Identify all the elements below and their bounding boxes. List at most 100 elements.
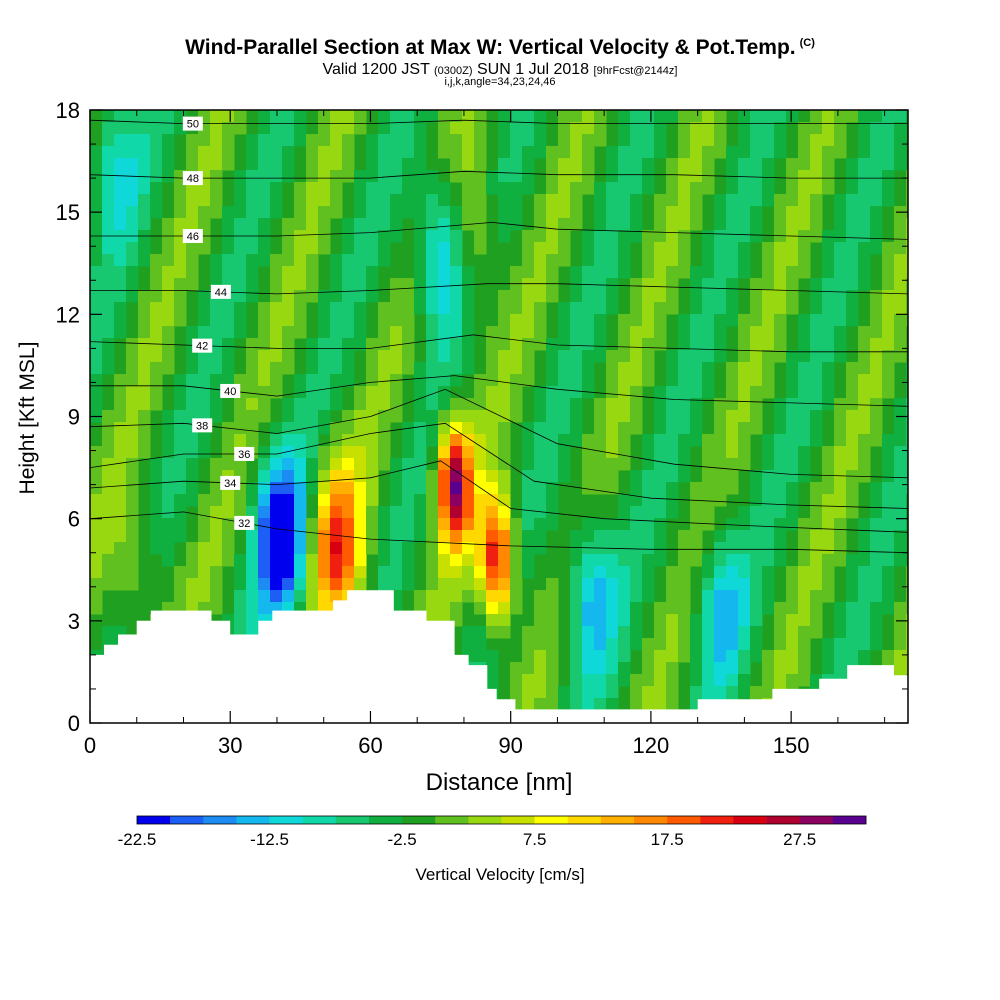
field-cell bbox=[750, 122, 763, 135]
field-cell bbox=[690, 266, 703, 279]
field-cell bbox=[330, 482, 343, 495]
field-cell bbox=[390, 146, 403, 159]
field-cell bbox=[102, 626, 115, 639]
field-cell bbox=[570, 578, 583, 591]
y-tick-label: 6 bbox=[68, 507, 80, 532]
field-cell bbox=[606, 590, 619, 603]
field-cell bbox=[474, 122, 487, 135]
field-cell bbox=[294, 530, 307, 543]
field-cell bbox=[798, 602, 811, 615]
field-cell bbox=[822, 350, 835, 363]
field-cell bbox=[126, 158, 139, 171]
field-cell bbox=[126, 542, 139, 555]
field-cell bbox=[726, 302, 739, 315]
field-cell bbox=[450, 578, 463, 591]
field-cell bbox=[858, 110, 871, 123]
field-cell bbox=[906, 518, 908, 531]
field-cell bbox=[258, 590, 271, 603]
field-cell bbox=[378, 242, 391, 255]
field-cell bbox=[414, 482, 427, 495]
field-cell bbox=[738, 338, 751, 351]
field-cell bbox=[678, 614, 691, 627]
field-cell bbox=[354, 470, 367, 483]
field-cell bbox=[318, 206, 331, 219]
field-cell bbox=[474, 578, 487, 591]
field-cell bbox=[798, 218, 811, 231]
field-cell bbox=[546, 662, 559, 675]
field-cell bbox=[654, 470, 667, 483]
field-cell bbox=[210, 578, 223, 591]
field-cell bbox=[822, 362, 835, 375]
field-cell bbox=[222, 506, 235, 519]
field-cell bbox=[834, 350, 847, 363]
field-cell bbox=[150, 326, 163, 339]
field-cell bbox=[306, 206, 319, 219]
field-cell bbox=[894, 122, 907, 135]
field-cell bbox=[582, 242, 595, 255]
field-cell bbox=[558, 230, 571, 243]
field-cell bbox=[246, 278, 259, 291]
field-cell bbox=[354, 338, 367, 351]
field-cell bbox=[714, 422, 727, 435]
field-cell bbox=[654, 698, 667, 711]
field-cell bbox=[846, 494, 859, 507]
field-cell bbox=[594, 698, 607, 711]
field-cell bbox=[498, 470, 511, 483]
field-cell bbox=[102, 122, 115, 135]
field-cell bbox=[426, 518, 439, 531]
field-cell bbox=[138, 302, 151, 315]
field-cell bbox=[654, 122, 667, 135]
field-cell bbox=[210, 554, 223, 567]
field-cell bbox=[810, 578, 823, 591]
field-cell bbox=[798, 638, 811, 651]
field-cell bbox=[630, 506, 643, 519]
field-cell bbox=[510, 326, 523, 339]
field-cell bbox=[546, 182, 559, 195]
field-cell bbox=[186, 434, 199, 447]
field-cell bbox=[894, 266, 907, 279]
contour-label: 38 bbox=[192, 418, 213, 433]
field-cell bbox=[282, 266, 295, 279]
field-cell bbox=[474, 650, 487, 663]
field-cell bbox=[294, 206, 307, 219]
field-cell bbox=[786, 398, 799, 411]
field-cell bbox=[570, 158, 583, 171]
field-cell bbox=[882, 590, 895, 603]
field-cell bbox=[246, 590, 259, 603]
field-cell bbox=[258, 578, 271, 591]
field-cell bbox=[630, 194, 643, 207]
field-cell bbox=[630, 362, 643, 375]
field-cell bbox=[438, 554, 451, 567]
field-cell bbox=[522, 326, 535, 339]
field-cell bbox=[786, 110, 799, 123]
field-cell bbox=[414, 722, 427, 723]
field-cell bbox=[162, 146, 175, 159]
field-cell bbox=[114, 386, 127, 399]
field-cell bbox=[438, 350, 451, 363]
field-cell bbox=[282, 458, 295, 471]
field-cell bbox=[630, 494, 643, 507]
field-cell bbox=[810, 146, 823, 159]
field-cell bbox=[798, 134, 811, 147]
field-cell bbox=[378, 158, 391, 171]
field-cell bbox=[558, 722, 571, 723]
field-cell bbox=[222, 242, 235, 255]
field-cell bbox=[534, 674, 547, 687]
field-cell bbox=[822, 386, 835, 399]
field-cell bbox=[498, 182, 511, 195]
field-cell bbox=[522, 494, 535, 507]
field-cell bbox=[702, 230, 715, 243]
field-cell bbox=[354, 314, 367, 327]
field-cell bbox=[618, 626, 631, 639]
field-cell bbox=[726, 722, 739, 723]
field-cell bbox=[270, 542, 283, 555]
field-cell bbox=[450, 290, 463, 303]
field-cell bbox=[330, 122, 343, 135]
field-cell bbox=[882, 350, 895, 363]
field-cell bbox=[510, 410, 523, 423]
field-cell bbox=[162, 554, 175, 567]
field-cell bbox=[438, 242, 451, 255]
field-cell bbox=[342, 470, 355, 483]
field-cell bbox=[810, 626, 823, 639]
field-cell bbox=[606, 146, 619, 159]
